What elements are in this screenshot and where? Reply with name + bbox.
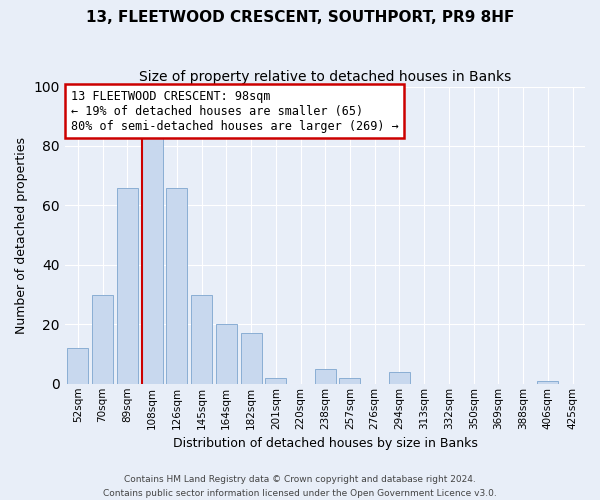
Text: 13, FLEETWOOD CRESCENT, SOUTHPORT, PR9 8HF: 13, FLEETWOOD CRESCENT, SOUTHPORT, PR9 8…: [86, 10, 514, 25]
X-axis label: Distribution of detached houses by size in Banks: Distribution of detached houses by size …: [173, 437, 478, 450]
Text: 13 FLEETWOOD CRESCENT: 98sqm
← 19% of detached houses are smaller (65)
80% of se: 13 FLEETWOOD CRESCENT: 98sqm ← 19% of de…: [71, 90, 398, 132]
Bar: [117, 188, 138, 384]
Bar: [142, 134, 163, 384]
Bar: [340, 378, 361, 384]
Bar: [67, 348, 88, 384]
Bar: [191, 294, 212, 384]
Title: Size of property relative to detached houses in Banks: Size of property relative to detached ho…: [139, 70, 511, 84]
Bar: [389, 372, 410, 384]
Bar: [216, 324, 237, 384]
Bar: [92, 294, 113, 384]
Bar: [166, 188, 187, 384]
Y-axis label: Number of detached properties: Number of detached properties: [15, 136, 28, 334]
Bar: [538, 381, 559, 384]
Text: Contains HM Land Registry data © Crown copyright and database right 2024.
Contai: Contains HM Land Registry data © Crown c…: [103, 476, 497, 498]
Bar: [315, 369, 336, 384]
Bar: [265, 378, 286, 384]
Bar: [241, 333, 262, 384]
